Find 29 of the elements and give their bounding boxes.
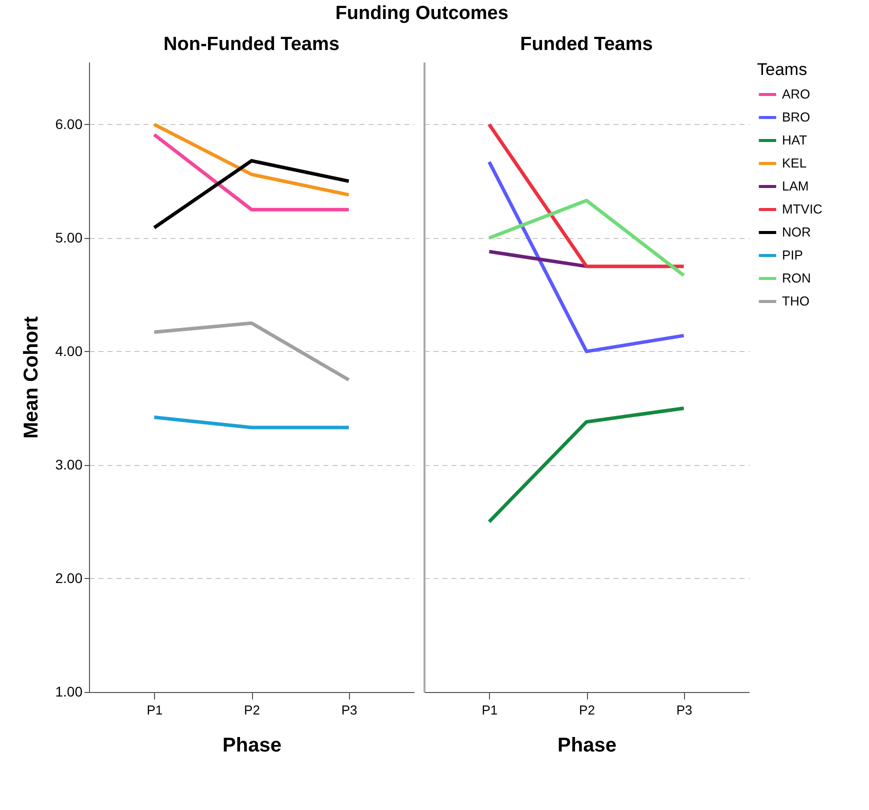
legend-label: LAM bbox=[782, 178, 809, 194]
legend-label: KEL bbox=[782, 156, 807, 170]
legend-label: RON bbox=[782, 270, 811, 286]
legend-title: Teams bbox=[757, 60, 808, 79]
y-tick-label: 6.00 bbox=[55, 116, 83, 132]
legend-label: ARO bbox=[782, 86, 810, 102]
y-tick-label: 3.00 bbox=[55, 456, 83, 472]
x-tick-label: P1 bbox=[482, 702, 498, 718]
legend-label: BRO bbox=[782, 110, 810, 124]
x-axis-title: Phase bbox=[558, 734, 616, 756]
x-tick-label: P1 bbox=[146, 702, 163, 718]
legend-label: THO bbox=[782, 294, 810, 308]
y-tick-label: 2.00 bbox=[55, 570, 83, 586]
y-axis-title: Mean Cohort bbox=[20, 316, 42, 439]
x-axis-title: Phase bbox=[222, 734, 282, 756]
y-tick-label: 4.00 bbox=[55, 342, 83, 359]
legend-label: MTVIC bbox=[782, 202, 822, 216]
y-tick-label: 5.00 bbox=[55, 229, 83, 246]
y-tick-label: 1.00 bbox=[55, 684, 83, 700]
chart-subtitle: Funded Teams bbox=[520, 34, 653, 55]
chart-title: Funding Outcomes bbox=[335, 3, 508, 24]
x-tick-label: P3 bbox=[341, 702, 358, 718]
legend-label: PIP bbox=[782, 248, 803, 262]
x-tick-label: P2 bbox=[579, 702, 595, 718]
legend-label: NOR bbox=[782, 224, 811, 240]
legend-label: HAT bbox=[782, 132, 808, 148]
x-tick-label: P2 bbox=[244, 702, 260, 718]
chart-subtitle: Non-Funded Teams bbox=[164, 34, 340, 55]
x-tick-label: P3 bbox=[676, 702, 692, 718]
